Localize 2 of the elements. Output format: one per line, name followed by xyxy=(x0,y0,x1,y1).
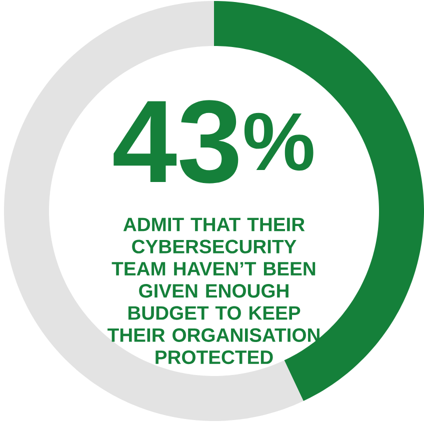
text: ADMIT THAT THEIR CYBERSECURITY TEAM HAVEN’T BEEN GIVEN ENOUGH BUDGET TO KEEP THEIR ORGANISATION PROTECTED xyxy=(108,218,320,364)
data-label: 43$^{%}$ xyxy=(114,100,314,184)
